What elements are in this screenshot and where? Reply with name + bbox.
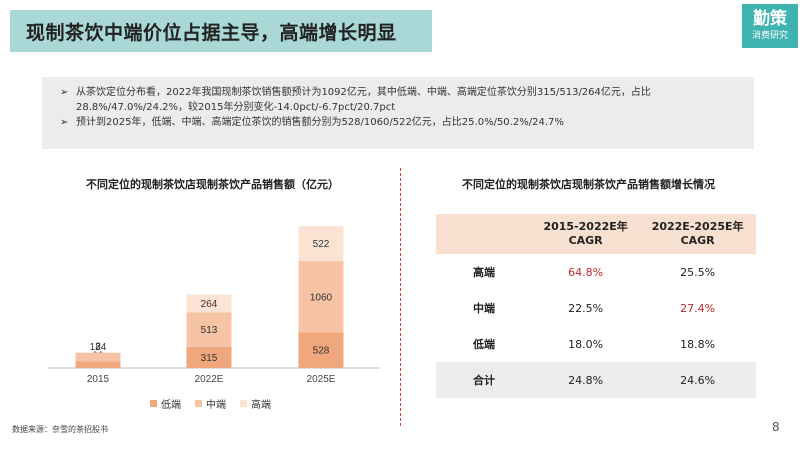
stacked-bar-chart: 99124820153155132642022E52810605222025E (48, 226, 380, 385)
summary-text: 从茶饮定位分布看，2022年我国现制茶饮销售额预计为1092亿元，其中低端、中端… (76, 87, 651, 113)
table-cell: 18.0% (568, 337, 604, 351)
title-bar: 现制茶饮中端价位占据主导，高端增长明显 (10, 10, 432, 52)
bar-segment (186, 312, 232, 347)
legend-swatch (195, 400, 202, 407)
bar-segment (186, 294, 232, 313)
bar-segment (186, 346, 232, 368)
row-label: 合计 (436, 362, 532, 398)
chart-title: 不同定位的现制茶饮店现制茶饮产品销售额（亿元） (86, 178, 339, 191)
legend-item: 中端 (195, 396, 226, 411)
data-label: 124 (90, 342, 107, 353)
x-tick-label: 2025E (307, 374, 336, 385)
data-label: 315 (201, 353, 218, 364)
row-label: 中端 (473, 302, 495, 315)
bar-segment (75, 352, 121, 353)
data-source: 数据来源：奈雪的茶招股书 (12, 425, 108, 434)
data-label: 264 (201, 299, 218, 310)
data-label: 8 (95, 341, 101, 352)
logo-subtext: 消费研究 (751, 31, 788, 41)
bar-segment (298, 332, 344, 368)
section-divider (400, 168, 401, 426)
row-label: 低端 (473, 338, 495, 351)
data-label: 513 (201, 325, 218, 336)
table-title: 不同定位的现制茶饮店现制茶饮产品销售额增长情况 (462, 178, 715, 191)
table-row: 中端 22.5% 27.4% (436, 290, 756, 326)
bar-segment (298, 261, 344, 333)
table-row: 高端 64.8% 25.5% (436, 254, 756, 290)
logo-text: 勤策 (753, 9, 787, 29)
table-header-cell: 2022E-2025E年 CAGR (639, 214, 756, 254)
table-cell: 22.5% (568, 301, 604, 315)
chart-legend: 低端 中端 高端 (150, 396, 271, 411)
table-cell: 18.8% (680, 337, 716, 351)
table-total-row: 合计 24.8% 24.6% (436, 362, 756, 398)
page-number: 8 (772, 420, 780, 434)
table-header-row: 2015-2022E年 CAGR 2022E-2025E年 CAGR (436, 214, 756, 254)
bar-segment (75, 352, 121, 362)
table-header-cell: 2015-2022E年 CAGR (532, 214, 640, 254)
x-tick-label: 2022E (195, 374, 224, 385)
table-cell: 24.8% (532, 362, 640, 398)
table-header-cell (436, 214, 532, 254)
table-cell: 27.4% (680, 301, 716, 315)
arrow-bullet-icon: ➢ (60, 117, 69, 128)
table-cell: 64.8% (568, 265, 604, 279)
bar-segment (298, 226, 344, 262)
arrow-bullet-icon: ➢ (60, 87, 69, 98)
legend-item: 高端 (240, 396, 271, 411)
data-label: 1060 (310, 292, 333, 303)
brand-logo: 勤策 消费研究 (742, 4, 798, 48)
legend-label: 高端 (251, 400, 271, 411)
page-title: 现制茶饮中端价位占据主导，高端增长明显 (26, 21, 397, 44)
data-label: 522 (313, 239, 330, 250)
table-row: 低端 18.0% 18.8% (436, 326, 756, 362)
table-cell: 25.5% (680, 265, 716, 279)
legend-swatch (150, 400, 157, 407)
summary-bullet: ➢ 从茶饮定位分布看，2022年我国现制茶饮销售额预计为1092亿元，其中低端、… (60, 85, 744, 115)
x-tick-label: 2015 (87, 374, 110, 385)
data-label: 528 (313, 346, 330, 357)
summary-text: 预计到2025年，低端、中端、高端定位茶饮的销售额分别为528/1060/522… (76, 117, 564, 128)
legend-label: 中端 (206, 400, 226, 411)
summary-bullet: ➢ 预计到2025年，低端、中端、高端定位茶饮的销售额分别为528/1060/5… (60, 115, 744, 130)
legend-swatch (240, 400, 247, 407)
row-label: 高端 (473, 266, 495, 279)
cagr-table: 2015-2022E年 CAGR 2022E-2025E年 CAGR 高端 64.8… (436, 214, 756, 398)
summary-box: ➢ 从茶饮定位分布看，2022年我国现制茶饮销售额预计为1092亿元，其中低端、… (42, 77, 754, 149)
table-cell: 24.6% (639, 362, 756, 398)
legend-item: 低端 (150, 396, 181, 411)
bar-segment (75, 361, 121, 368)
legend-label: 低端 (161, 400, 181, 411)
